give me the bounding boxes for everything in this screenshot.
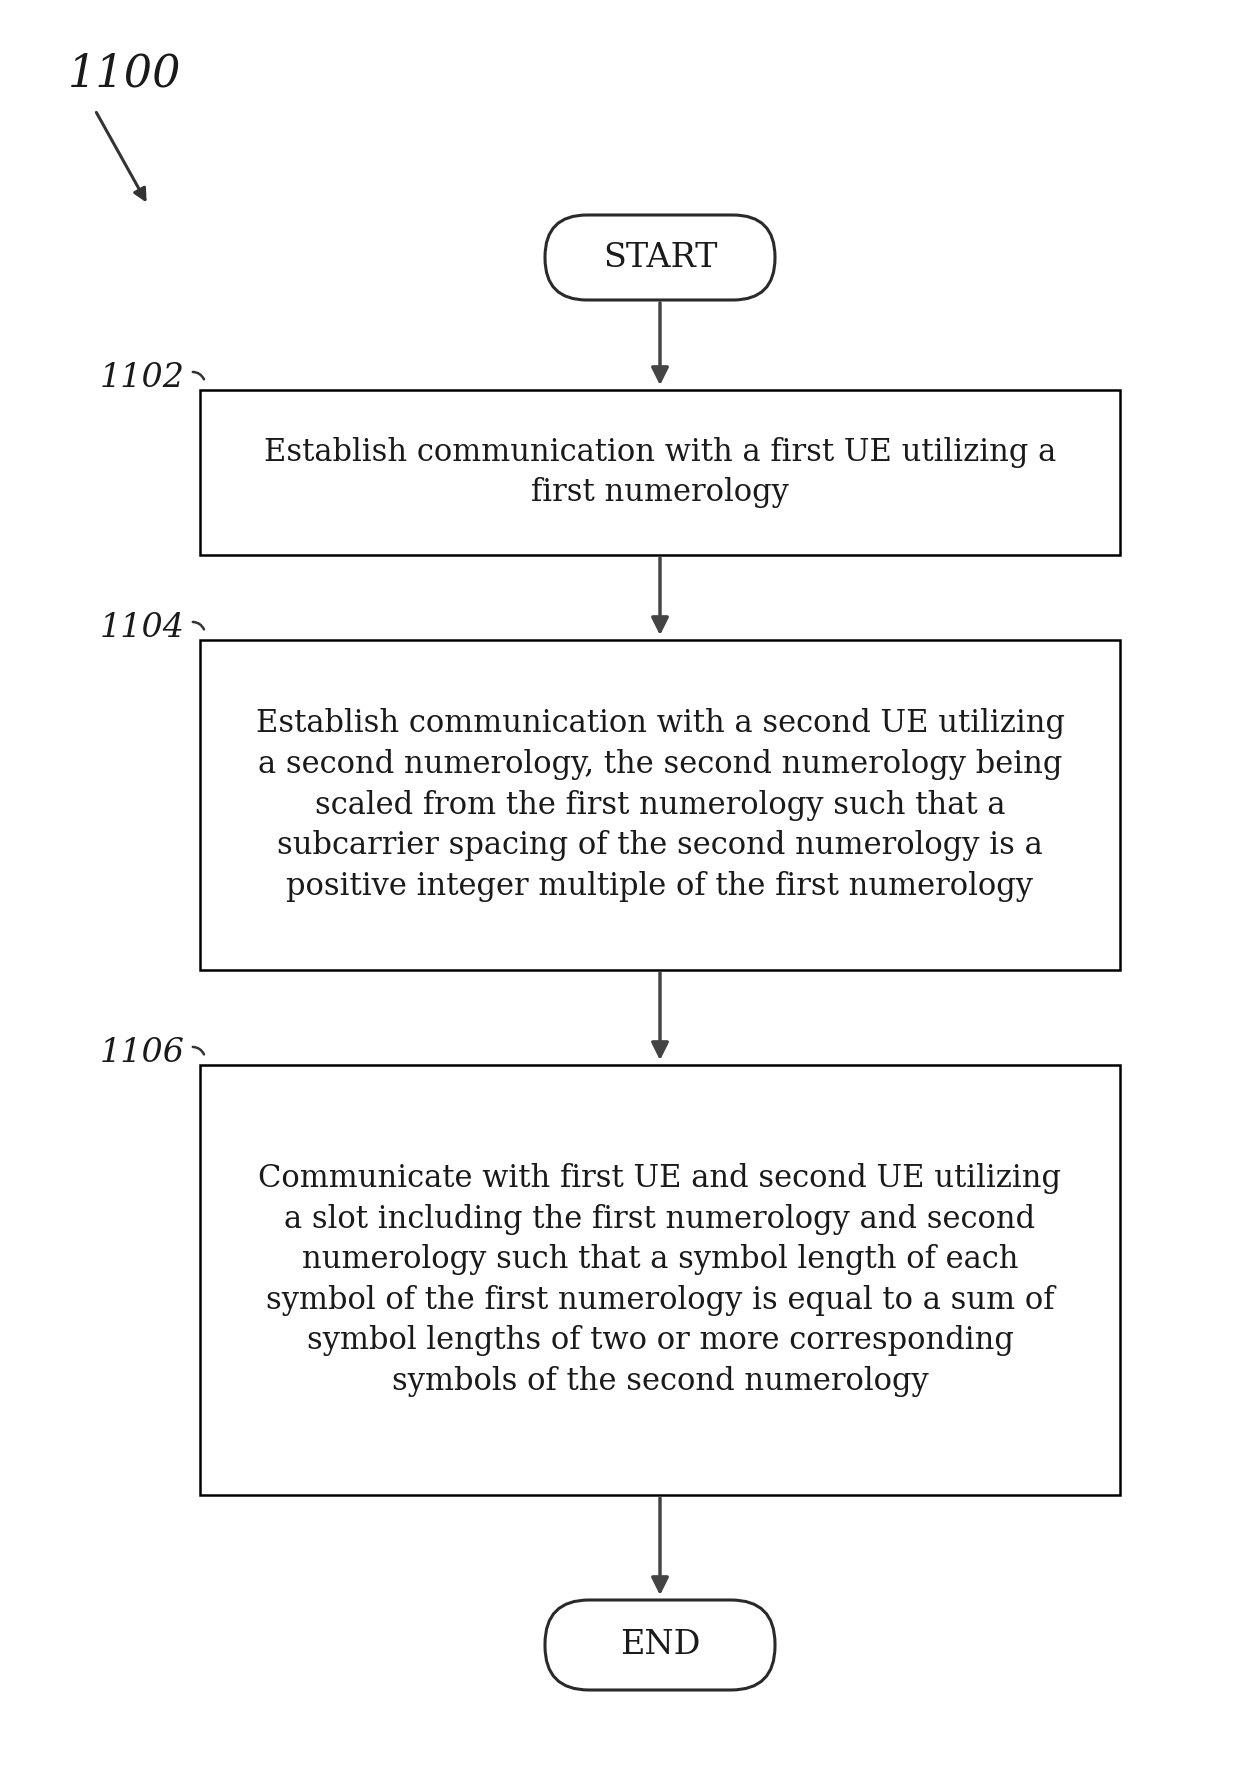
- Text: Communicate with first UE and second UE utilizing
a slot including the first num: Communicate with first UE and second UE …: [258, 1164, 1061, 1398]
- FancyBboxPatch shape: [546, 1599, 775, 1690]
- Text: Establish communication with a second UE utilizing
a second numerology, the seco: Establish communication with a second UE…: [255, 709, 1064, 901]
- FancyBboxPatch shape: [200, 389, 1120, 555]
- Text: 1102: 1102: [100, 362, 185, 394]
- Text: 1104: 1104: [100, 612, 185, 644]
- Text: END: END: [620, 1630, 701, 1662]
- Text: START: START: [603, 241, 717, 273]
- Text: Establish communication with a first UE utilizing a
first numerology: Establish communication with a first UE …: [264, 437, 1056, 509]
- Text: 1100: 1100: [68, 52, 181, 95]
- Text: 1106: 1106: [100, 1037, 185, 1069]
- FancyBboxPatch shape: [200, 1066, 1120, 1496]
- FancyBboxPatch shape: [200, 641, 1120, 969]
- FancyBboxPatch shape: [546, 214, 775, 300]
